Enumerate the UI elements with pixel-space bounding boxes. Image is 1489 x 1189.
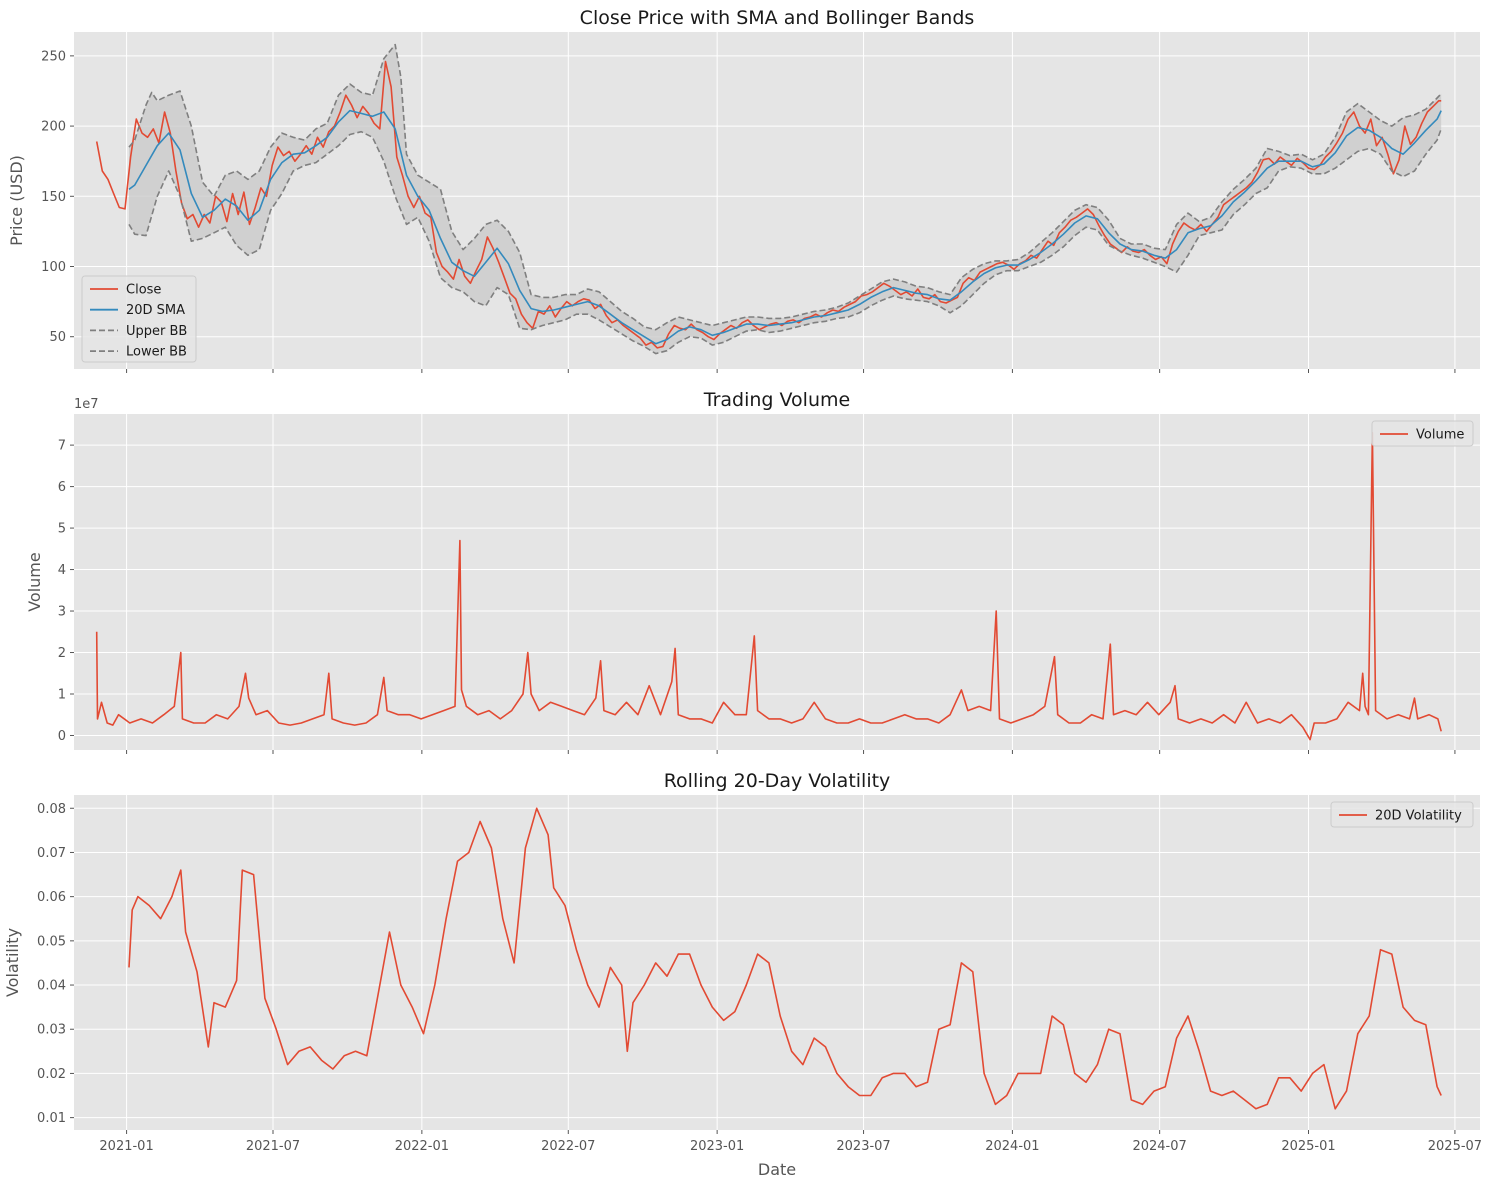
- y-tick-label: 0: [58, 729, 66, 744]
- legend-label: 20D SMA: [126, 303, 185, 318]
- y-tick-label: 100: [41, 260, 66, 275]
- chart-title: Rolling 20-Day Volatility: [664, 770, 891, 792]
- y-tick-label: 200: [41, 120, 66, 135]
- legend-label: Upper BB: [126, 324, 187, 339]
- y-tick-label: 0.01: [37, 1111, 66, 1126]
- x-tick-label: 2024-07: [1132, 1139, 1186, 1154]
- x-tick-label: 2021-01: [99, 1139, 153, 1154]
- series-line-20d-sma: [128, 109, 1442, 345]
- y-tick-label: 7: [58, 439, 66, 454]
- chart-panel-3: 0.01 0.02 0.03 0.04 0.05 0.06 0.07 0.08 2021-01 2…: [3, 770, 1482, 1179]
- plot-area: [74, 414, 1480, 750]
- plot-area: [74, 795, 1480, 1130]
- y-tick-label: 2: [58, 646, 66, 661]
- legend-label: Lower BB: [126, 345, 187, 360]
- y-tick-label: 0.05: [37, 934, 66, 949]
- x-tick-label: 2023-01: [690, 1139, 744, 1154]
- y-tick-label: 0.08: [37, 802, 66, 817]
- y-tick-label: 0.03: [37, 1023, 66, 1038]
- chart-title: Close Price with SMA and Bollinger Bands: [580, 7, 975, 29]
- legend-box: [1371, 420, 1474, 447]
- legend-label: Volume: [1416, 428, 1464, 443]
- x-axis-label: Date: [758, 1160, 796, 1179]
- y-axis-label: Price (USD): [7, 155, 26, 246]
- chart-panel-1: 50 100 150 200 250 Close Price with SMA and B…: [7, 7, 1480, 373]
- y-tick-label: 250: [41, 49, 66, 64]
- x-tick-label: 2022-01: [395, 1139, 449, 1154]
- x-tick-label: 2025-07: [1428, 1139, 1482, 1154]
- y-tick-label: 50: [49, 330, 66, 345]
- y-tick-label: 0.07: [37, 846, 66, 861]
- series-line-volume: [95, 431, 1442, 741]
- series-line-upper-bb: [128, 43, 1442, 331]
- y-tick-label: 6: [58, 480, 66, 495]
- x-tick-label: 2022-07: [541, 1139, 595, 1154]
- legend-box: [1330, 801, 1474, 828]
- series-line-20d-volatility: [128, 807, 1442, 1110]
- y-tick-label: 1: [58, 688, 66, 703]
- y-tick-label: 4: [58, 563, 66, 578]
- legend: Close 20D SMA Upper BB Lower BB: [81, 275, 197, 363]
- legend-label: Close: [126, 283, 161, 298]
- y-tick-label: 0.02: [37, 1067, 66, 1082]
- chart-panel-2: 0 1 2 3 4 5 6 7 Trading Volume Volume 1e7 Volume: [25, 389, 1480, 754]
- x-tick-label: 2021-07: [246, 1139, 300, 1154]
- y-tick-label: 0.04: [37, 979, 66, 994]
- y-tick-label: 150: [41, 190, 66, 205]
- series-line-close: [95, 60, 1442, 349]
- y-tick-label: 5: [58, 522, 66, 537]
- y-tick-label: 3: [58, 605, 66, 620]
- chart-title: Trading Volume: [703, 389, 850, 411]
- series-line-lower-bb: [128, 128, 1442, 355]
- x-tick-label: 2024-01: [985, 1139, 1039, 1154]
- legend-box: [81, 275, 197, 363]
- y-axis-label: Volume: [25, 552, 44, 612]
- y-tick-label: 0.06: [37, 890, 66, 905]
- legend: Volume: [1371, 420, 1474, 447]
- x-tick-label: 2025-01: [1281, 1139, 1335, 1154]
- bollinger-band-fill: [129, 44, 1442, 354]
- y-axis-label: Volatility: [3, 928, 22, 997]
- legend: 20D Volatility: [1330, 801, 1474, 828]
- x-tick-label: 2023-07: [836, 1139, 890, 1154]
- y-offset-text: 1e7: [74, 397, 99, 412]
- legend-label: 20D Volatility: [1375, 809, 1462, 824]
